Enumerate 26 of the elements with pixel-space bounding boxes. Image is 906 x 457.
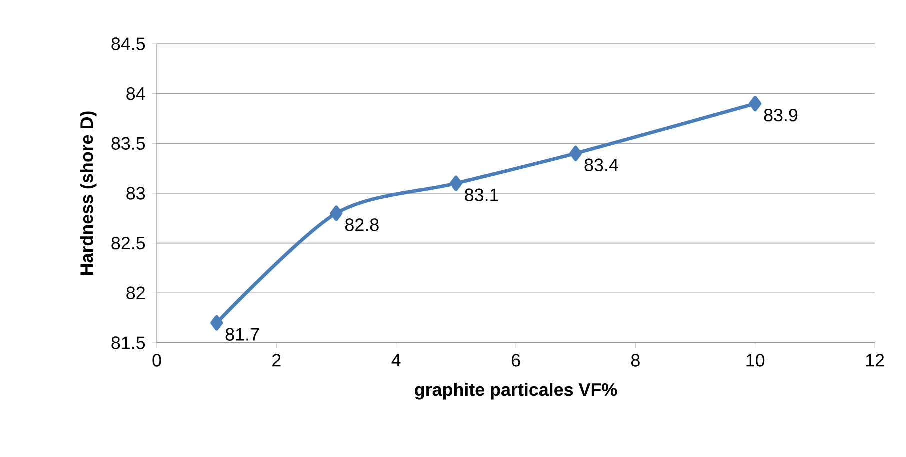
x-tick-label: 4 — [392, 354, 401, 366]
data-label: 83.9 — [764, 108, 798, 122]
x-tick-label: 8 — [631, 354, 640, 367]
y-tick-label: 82.5 — [112, 236, 146, 250]
y-tick-label: 83.5 — [112, 137, 146, 150]
x-tick-label: 2 — [272, 354, 281, 367]
y-tick-label: 81.5 — [112, 336, 146, 350]
point — [749, 96, 762, 112]
data-label: 81.7 — [226, 328, 260, 341]
x-axis-title: graphite particales VF% — [415, 383, 618, 400]
x-tick-label: 10 — [746, 354, 765, 367]
y-tick-label: 84 — [126, 87, 146, 100]
data-label: 83.4 — [584, 158, 618, 172]
x-tick-label: 6 — [512, 354, 520, 367]
y-tick-label: 83 — [126, 187, 146, 200]
point — [330, 206, 343, 222]
point — [570, 146, 582, 162]
y-tick-label: 82 — [126, 286, 145, 300]
data-label: 83.1 — [465, 188, 498, 202]
x-tick-label: 12 — [866, 354, 884, 367]
point — [210, 315, 224, 331]
x-tick-label: 0 — [152, 354, 162, 367]
y-axis-title: Hardness (shore D) — [80, 112, 97, 275]
data-label: 82.8 — [345, 218, 379, 232]
y-tick-label: 84.5 — [112, 38, 146, 50]
point — [450, 176, 462, 192]
